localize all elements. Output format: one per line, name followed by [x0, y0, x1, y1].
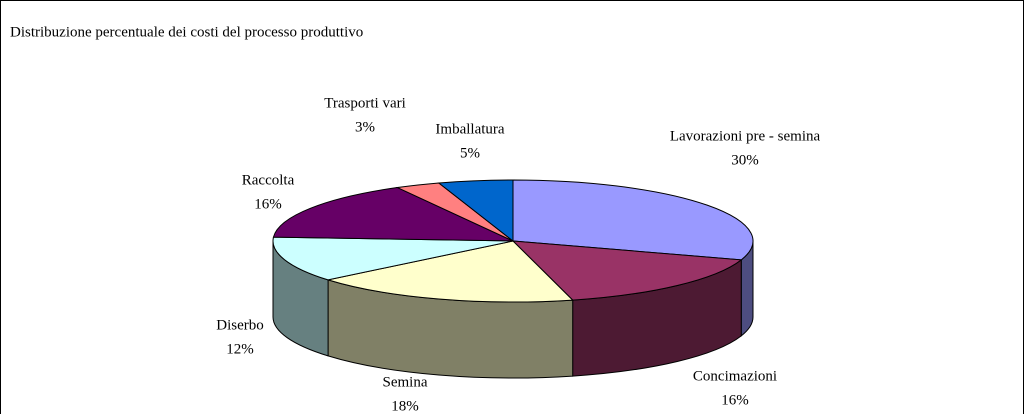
data-label-name: Imballatura: [435, 121, 504, 137]
slice: [327, 240, 574, 303]
slice: [437, 179, 514, 243]
data-label-name: Semina: [383, 374, 428, 390]
data-label-value: 16%: [721, 392, 749, 408]
slice: [272, 236, 514, 281]
data-label-name: Trasporti vari: [324, 95, 406, 111]
chart-title: Distribuzione percentuale dei costi del …: [10, 24, 363, 40]
slice: [512, 179, 754, 261]
data-label-value: 16%: [254, 196, 282, 212]
data-label-name: Diserbo: [216, 317, 264, 333]
data-label-value: 18%: [391, 398, 419, 414]
data-label-value: 30%: [731, 152, 759, 168]
data-label-name: Raccolta: [242, 172, 295, 188]
data-label-name: Concimazioni: [693, 368, 777, 384]
data-label-value: 5%: [460, 145, 480, 161]
data-label-value: 12%: [226, 341, 254, 357]
slice: [511, 240, 743, 301]
slice: [272, 187, 514, 242]
data-label-value: 3%: [355, 119, 375, 135]
data-label-name: Lavorazioni pre - semina: [670, 128, 821, 144]
